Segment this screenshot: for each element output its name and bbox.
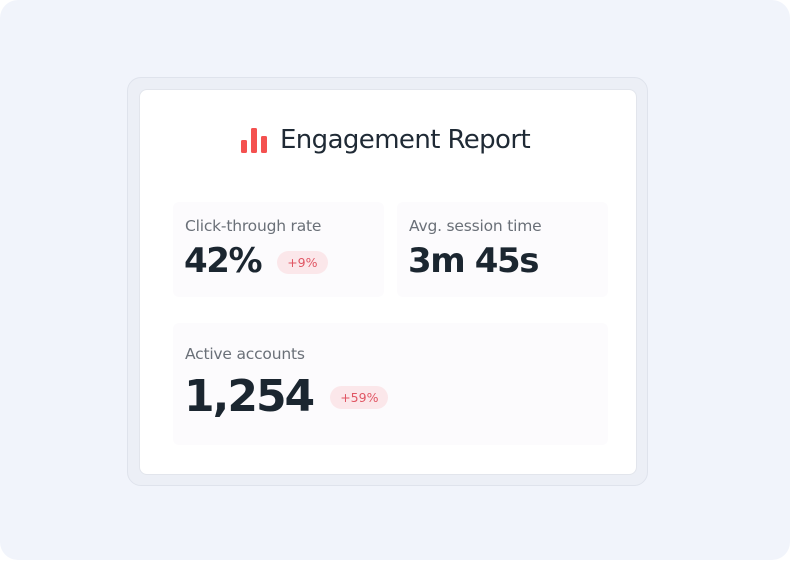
metric-label: Click-through rate — [185, 217, 322, 235]
metric-value: 1,254 — [184, 370, 315, 422]
metric-value: 42% — [184, 241, 263, 281]
change-badge: +9% — [277, 250, 328, 274]
metric-value-row: 42% +9% — [184, 239, 328, 283]
metric-card-click-through-rate: Click-through rate 42% +9% — [173, 202, 384, 297]
report-title: Engagement Report — [279, 125, 531, 155]
metric-value-row: 3m 45s — [408, 239, 539, 283]
report-card: Engagement Report Click-through rate 42%… — [139, 89, 637, 475]
change-badge: +59% — [330, 385, 389, 409]
metric-label: Active accounts — [185, 345, 305, 363]
metric-card-active-accounts: Active accounts 1,254 +59% — [173, 323, 608, 445]
metric-value-row: 1,254 +59% — [184, 369, 389, 423]
metric-label: Avg. session time — [409, 217, 542, 235]
report-header: Engagement Report — [137, 122, 633, 158]
bar-chart-icon — [240, 128, 267, 153]
metric-card-avg-session-time: Avg. session time 3m 45s — [397, 202, 608, 297]
report-frame: Engagement Report Click-through rate 42%… — [127, 77, 648, 486]
metric-value: 3m 45s — [408, 241, 539, 281]
